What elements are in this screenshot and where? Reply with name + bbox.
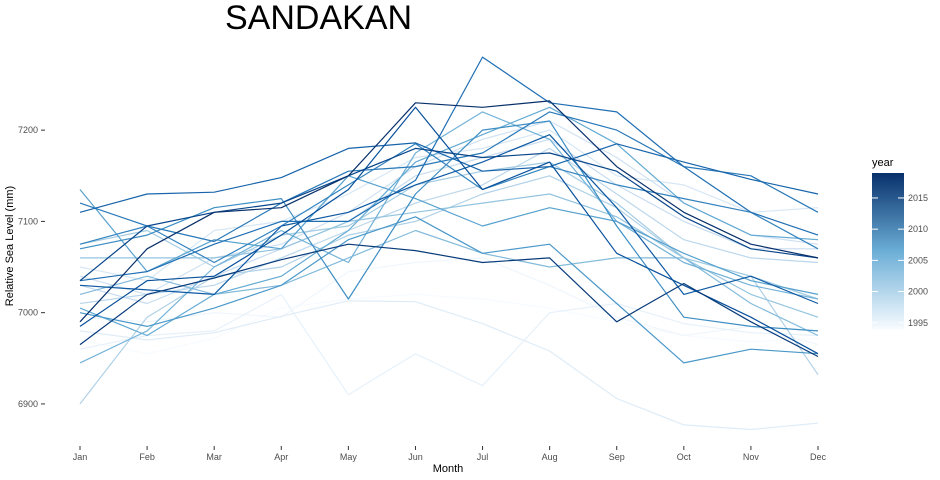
x-axis: Jan Feb Mar Apr May Jun Jul Aug Sep Oct Nov Dec	[73, 446, 827, 462]
series-line-2019	[79, 100, 819, 323]
y-axis-title: Relative Sea Level (mm)	[4, 186, 16, 306]
series-line-1995	[79, 257, 819, 346]
x-tick-label: Dec	[810, 452, 827, 462]
x-tick-label: Jun	[408, 452, 423, 462]
series-line-2009	[79, 216, 819, 364]
series-line-2008	[79, 175, 819, 295]
legend-tick-label: 2005	[908, 255, 928, 265]
series-line-2010	[79, 120, 819, 332]
series-line-2006	[79, 111, 819, 364]
series-line-2005	[79, 229, 819, 337]
x-tick-label: Aug	[542, 452, 558, 462]
legend-tick-label: 2000	[908, 287, 928, 297]
series-line-2007	[79, 106, 819, 337]
y-tick-label: 7200	[18, 125, 38, 135]
series-line-2014	[79, 142, 819, 213]
legend: year 1995 2000 2005 2010 2015	[872, 157, 928, 329]
x-tick-label: May	[340, 452, 358, 462]
x-axis-title: Month	[433, 463, 464, 475]
x-tick-label: Feb	[139, 452, 155, 462]
series-line-2016	[79, 106, 819, 355]
legend-tick-label: 2010	[908, 224, 928, 234]
series-line-2017	[79, 147, 819, 282]
series-line-2013	[79, 56, 819, 282]
x-tick-label: Jul	[477, 452, 489, 462]
series-line-2011	[79, 143, 819, 264]
series-line-2012	[79, 111, 819, 243]
x-tick-label: Apr	[274, 452, 288, 462]
legend-title: year	[872, 157, 894, 169]
series-line-2004	[80, 193, 819, 318]
y-tick-label: 6900	[18, 399, 38, 409]
x-tick-label: Jan	[73, 452, 88, 462]
series-line-2018	[79, 243, 819, 358]
series-line-1997	[79, 300, 819, 431]
legend-colorbar	[872, 173, 904, 329]
legend-tick-label: 2015	[908, 193, 928, 203]
chart-title: SANDAKAN	[225, 0, 412, 37]
series-line-2003	[79, 161, 819, 300]
series-line-2015	[79, 134, 819, 305]
series-line-2001	[79, 147, 819, 305]
x-tick-label: Oct	[677, 452, 692, 462]
series-lines	[79, 56, 819, 431]
y-axis: 6900 7000 7100 7200	[18, 125, 45, 409]
series-line-1994	[79, 293, 819, 355]
x-tick-label: Mar	[206, 452, 222, 462]
series-line-2000	[79, 138, 818, 305]
legend-tick-label: 1995	[908, 318, 928, 328]
x-tick-label: Nov	[743, 452, 760, 462]
y-tick-label: 7100	[18, 216, 38, 226]
legend-ticks: 1995 2000 2005 2010 2015	[872, 193, 928, 328]
x-tick-label: Sep	[609, 452, 625, 462]
y-tick-label: 7000	[18, 308, 38, 318]
series-line-1996	[79, 293, 819, 396]
